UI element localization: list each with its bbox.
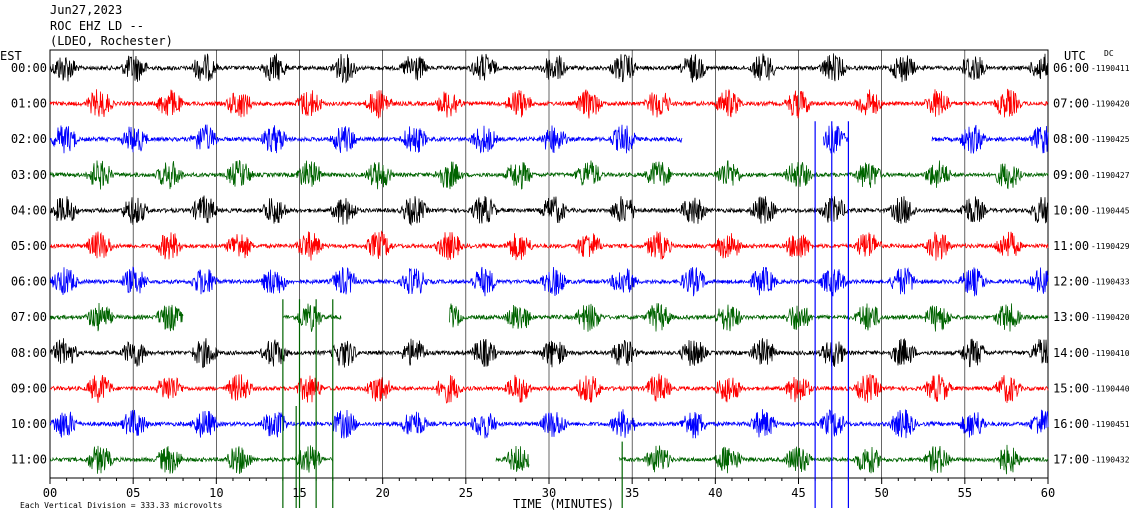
scale-note: Each Vertical Division = 333.33 microvol… — [20, 501, 222, 510]
utc-row-label: 16:00 — [1053, 417, 1089, 431]
est-row-label: 06:00 — [11, 275, 47, 289]
dc-offset-label: -1190427 — [1091, 171, 1130, 180]
trace-row-09:00 — [49, 373, 1049, 404]
dc-offset-label: -1190445 — [1091, 206, 1130, 215]
x-tick-label-50: 50 — [874, 486, 888, 500]
utc-row-label: 17:00 — [1053, 453, 1089, 467]
est-row-label: 01:00 — [11, 97, 47, 111]
trace-row-02:00 — [49, 124, 1049, 154]
trace-row-08:00 — [49, 338, 1049, 369]
utc-axis-label: UTC — [1064, 49, 1086, 63]
est-axis-label: EST — [0, 49, 22, 63]
utc-row-label: 11:00 — [1053, 239, 1089, 253]
x-tick-label-30: 30 — [542, 486, 556, 500]
x-tick-label-55: 55 — [958, 486, 972, 500]
trace-row-03:00 — [49, 160, 1049, 190]
x-tick-label-35: 35 — [625, 486, 639, 500]
trace-row-10:00 — [49, 409, 1049, 439]
axis-labels: EST UTC DC TIME (MINUTES) Each Vertical … — [0, 49, 1130, 511]
x-tick-label-00: 00 — [43, 486, 57, 500]
x-tick-label-05: 05 — [126, 486, 140, 500]
helicorder-traces — [49, 53, 1049, 508]
trace-row-04:00 — [49, 195, 1049, 227]
est-row-label: 03:00 — [11, 168, 47, 182]
est-row-label: 02:00 — [11, 132, 47, 146]
utc-row-label: 15:00 — [1053, 381, 1089, 395]
dc-offset-label: -1190420 — [1091, 313, 1130, 322]
utc-row-label: 12:00 — [1053, 275, 1089, 289]
x-tick-label-45: 45 — [791, 486, 805, 500]
x-tick-label-10: 10 — [209, 486, 223, 500]
est-row-label: 10:00 — [11, 417, 47, 431]
utc-row-label: 14:00 — [1053, 346, 1089, 360]
est-row-label: 07:00 — [11, 310, 47, 324]
utc-row-label: 06:00 — [1053, 61, 1089, 75]
header-location: (LDEO, Rochester) — [50, 34, 173, 48]
trace-row-11:00 — [49, 444, 1049, 475]
x-tick-label-20: 20 — [375, 486, 389, 500]
dc-offset-label: -1190433 — [1091, 278, 1130, 287]
est-row-label: 00:00 — [11, 61, 47, 75]
dc-offset-label: -1190432 — [1091, 456, 1130, 465]
est-row-label: 04:00 — [11, 203, 47, 217]
trace-row-07:00 — [49, 302, 1049, 332]
dc-offset-label: -1190440 — [1091, 384, 1130, 393]
dc-label: DC — [1104, 49, 1114, 58]
utc-row-label: 09:00 — [1053, 168, 1089, 182]
trace-row-05:00 — [49, 230, 1049, 261]
utc-row-label: 13:00 — [1053, 310, 1089, 324]
utc-row-label: 07:00 — [1053, 97, 1089, 111]
trace-row-01:00 — [49, 88, 1048, 119]
dc-offset-label: -1190410 — [1091, 349, 1130, 358]
dc-offset-label: -1190420 — [1091, 100, 1130, 109]
header-date: Jun27,2023 — [50, 3, 123, 17]
x-tick-label-40: 40 — [708, 486, 722, 500]
trace-row-06:00 — [49, 266, 1049, 297]
x-tick-label-60: 60 — [1041, 486, 1055, 500]
est-row-label: 05:00 — [11, 239, 47, 253]
dc-offset-label: -1190429 — [1091, 242, 1130, 251]
grid-lines — [49, 49, 1049, 484]
x-tick-label-15: 15 — [292, 486, 306, 500]
est-row-label: 09:00 — [11, 381, 47, 395]
header-station: ROC EHZ LD -- — [50, 19, 144, 33]
dc-offset-label: -1190425 — [1091, 135, 1130, 144]
trace-row-00:00 — [49, 53, 1049, 84]
dc-offset-label: -1190411 — [1091, 64, 1130, 73]
utc-row-label: 08:00 — [1053, 132, 1089, 146]
est-row-label: 08:00 — [11, 346, 47, 360]
x-axis-title: TIME (MINUTES) — [513, 497, 614, 511]
x-tick-label-25: 25 — [459, 486, 473, 500]
utc-row-label: 10:00 — [1053, 203, 1089, 217]
dc-offset-label: -1190451 — [1091, 420, 1130, 429]
est-row-label: 11:00 — [11, 453, 47, 467]
